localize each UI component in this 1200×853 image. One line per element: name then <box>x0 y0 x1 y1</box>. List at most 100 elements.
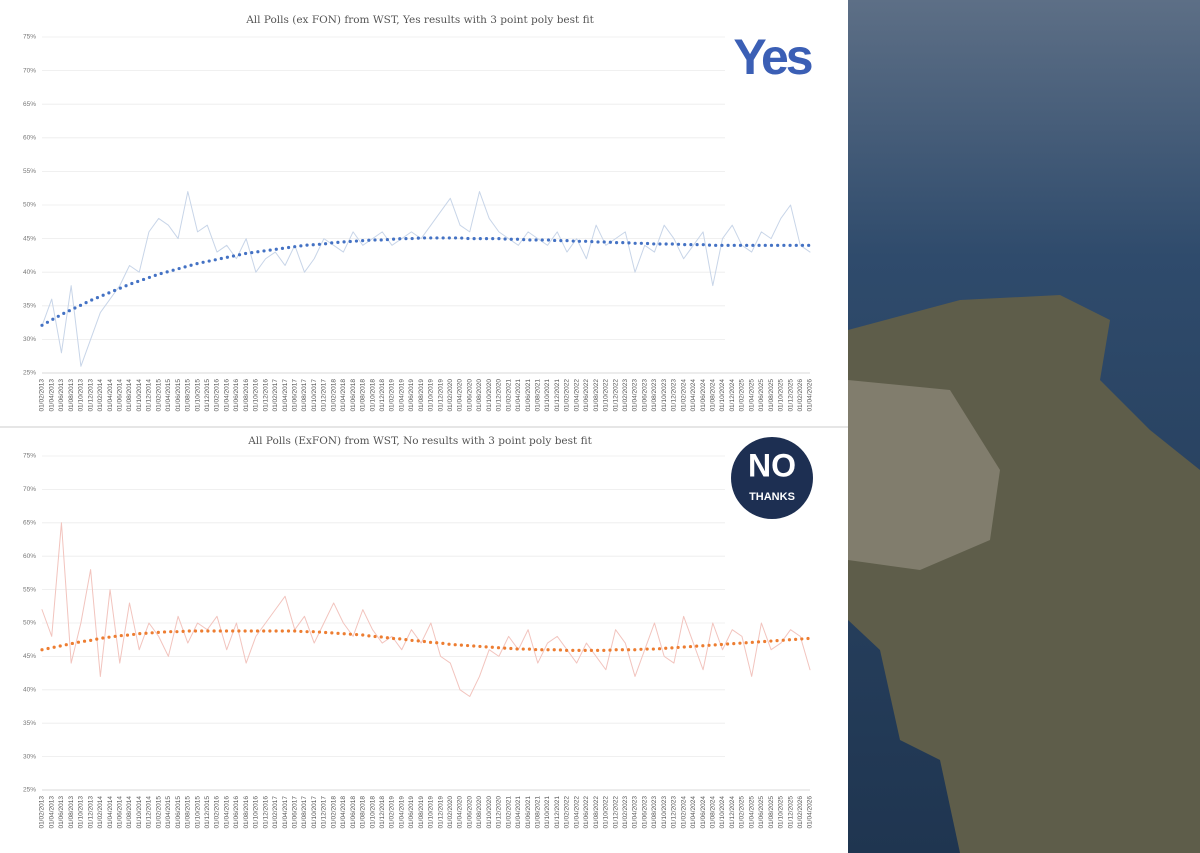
x-tick-label: 01/04/2021 <box>515 379 522 412</box>
y-tick-label: 65% <box>23 520 36 527</box>
y-tick-label: 55% <box>23 168 36 175</box>
x-tick-label: 01/08/2020 <box>476 796 483 829</box>
x-tick-label: 01/04/2023 <box>632 379 639 412</box>
x-tick-label: 01/02/2026 <box>797 379 804 412</box>
x-tick-label: 01/12/2025 <box>787 796 794 829</box>
y-tick-label: 35% <box>23 720 36 727</box>
x-tick-label: 01/10/2023 <box>661 379 668 412</box>
x-tick-label: 01/12/2016 <box>262 796 269 829</box>
x-tick-label: 01/08/2023 <box>651 379 658 412</box>
x-tick-label: 01/02/2017 <box>272 379 279 412</box>
y-tick-label: 60% <box>23 553 36 560</box>
poll-line <box>41 522 811 697</box>
x-tick-label: 01/02/2025 <box>739 379 746 412</box>
x-tick-label: 01/10/2018 <box>369 796 376 829</box>
x-tick-label: 01/12/2020 <box>496 796 503 829</box>
x-tick-label: 01/06/2019 <box>408 796 415 829</box>
x-tick-label: 01/08/2021 <box>535 379 542 412</box>
x-tick-label: 01/06/2013 <box>58 796 65 829</box>
y-tick-label: 30% <box>23 753 36 760</box>
x-tick-label: 01/02/2023 <box>622 379 629 412</box>
x-tick-label: 01/06/2023 <box>641 379 648 412</box>
x-tick-label: 01/10/2023 <box>661 796 668 829</box>
x-tick-label: 01/04/2024 <box>690 796 697 829</box>
chart-title: All Polls (ExFON) from WST, No results w… <box>247 435 592 447</box>
x-tick-label: 01/02/2016 <box>214 379 221 412</box>
no-logo-sub: THANKS <box>749 491 795 503</box>
x-tick-label: 01/02/2019 <box>389 796 396 829</box>
x-tick-label: 01/04/2013 <box>48 796 55 829</box>
x-tick-label: 01/04/2023 <box>632 796 639 829</box>
x-tick-label: 01/12/2014 <box>146 796 153 829</box>
no-logo-badge <box>731 437 813 519</box>
x-tick-label: 01/02/2021 <box>505 796 512 829</box>
x-tick-label: 01/10/2019 <box>428 796 435 829</box>
x-tick-label: 01/10/2021 <box>544 796 551 829</box>
x-tick-label: 01/08/2023 <box>651 796 658 829</box>
x-tick-label: 01/06/2019 <box>408 379 415 412</box>
x-tick-label: 01/08/2016 <box>243 796 250 829</box>
x-tick-label: 01/06/2025 <box>758 379 765 412</box>
x-tick-label: 01/10/2025 <box>778 379 785 412</box>
x-tick-label: 01/06/2015 <box>175 379 182 412</box>
x-tick-label: 01/02/2015 <box>155 379 162 412</box>
x-tick-label: 01/10/2022 <box>603 796 610 829</box>
x-tick-label: 01/04/2022 <box>573 379 580 412</box>
x-tick-label: 01/10/2017 <box>311 379 318 412</box>
x-tick-label: 01/02/2026 <box>797 796 804 829</box>
x-tick-label: 01/12/2018 <box>379 379 386 412</box>
x-tick-label: 01/06/2017 <box>291 379 298 412</box>
x-tick-label: 01/02/2021 <box>505 379 512 412</box>
x-tick-label: 01/04/2014 <box>107 796 114 829</box>
x-tick-label: 01/08/2016 <box>243 379 250 412</box>
x-tick-label: 01/06/2014 <box>116 796 123 829</box>
x-tick-label: 01/08/2022 <box>593 796 600 829</box>
x-tick-label: 01/04/2017 <box>282 796 289 829</box>
x-tick-label: 01/04/2018 <box>340 379 347 412</box>
y-tick-label: 50% <box>23 202 36 209</box>
trend-line <box>40 629 812 652</box>
y-tick-label: 75% <box>23 453 36 460</box>
x-tick-label: 01/06/2018 <box>350 796 357 829</box>
x-tick-label: 01/02/2020 <box>447 379 454 412</box>
x-tick-label: 01/08/2022 <box>593 379 600 412</box>
x-tick-label: 01/08/2014 <box>126 379 133 412</box>
y-tick-label: 35% <box>23 303 36 310</box>
x-tick-label: 01/10/2016 <box>253 796 260 829</box>
x-tick-label: 01/12/2021 <box>554 379 561 412</box>
x-tick-label: 01/12/2017 <box>321 796 328 829</box>
x-tick-label: 01/06/2015 <box>175 796 182 829</box>
poll-line <box>41 191 811 367</box>
x-tick-label: 01/12/2020 <box>496 379 503 412</box>
x-tick-label: 01/10/2020 <box>486 379 493 412</box>
x-tick-label: 01/10/2015 <box>194 379 201 412</box>
x-tick-label: 01/12/2017 <box>321 379 328 412</box>
x-tick-label: 01/08/2025 <box>768 379 775 412</box>
x-tick-label: 01/06/2018 <box>350 379 357 412</box>
x-tick-label: 01/06/2021 <box>525 796 532 829</box>
x-tick-label: 01/12/2023 <box>671 379 678 412</box>
y-tick-label: 40% <box>23 269 36 276</box>
x-tick-label: 01/04/2016 <box>223 796 230 829</box>
x-tick-label: 01/04/2018 <box>340 796 347 829</box>
x-tick-label: 01/08/2013 <box>68 796 75 829</box>
x-tick-label: 01/04/2026 <box>807 379 814 412</box>
x-tick-label: 01/06/2016 <box>233 796 240 829</box>
x-tick-label: 01/10/2018 <box>369 379 376 412</box>
x-tick-label: 01/06/2020 <box>466 379 473 412</box>
x-tick-label: 01/04/2014 <box>107 379 114 412</box>
y-tick-label: 50% <box>23 620 36 627</box>
x-tick-label: 01/08/2015 <box>185 796 192 829</box>
x-tick-label: 01/10/2020 <box>486 796 493 829</box>
y-tick-label: 70% <box>23 486 36 493</box>
x-tick-label: 01/12/2015 <box>204 796 211 829</box>
x-tick-label: 01/02/2017 <box>272 796 279 829</box>
x-tick-label: 01/12/2019 <box>437 796 444 829</box>
x-tick-label: 01/10/2025 <box>778 796 785 829</box>
x-tick-label: 01/08/2024 <box>710 379 717 412</box>
x-tick-label: 01/02/2020 <box>447 796 454 829</box>
x-tick-label: 01/12/2013 <box>87 379 94 412</box>
x-tick-label: 01/08/2021 <box>535 796 542 829</box>
x-tick-label: 01/06/2017 <box>291 796 298 829</box>
